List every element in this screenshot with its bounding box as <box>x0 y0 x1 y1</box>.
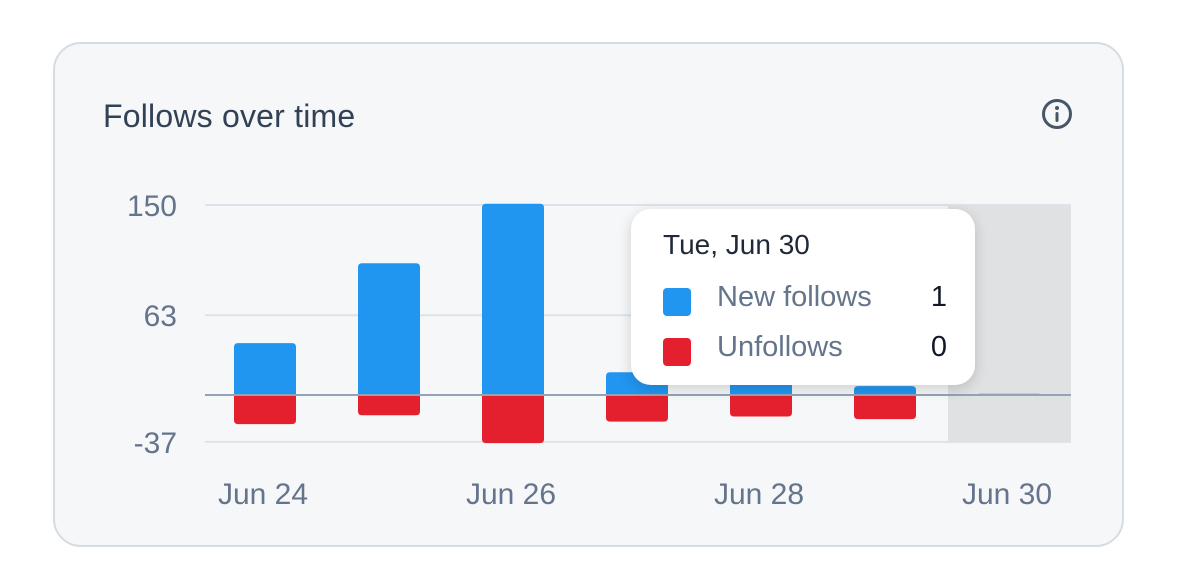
y-tick-label: -37 <box>134 427 177 460</box>
unfollows-bar <box>854 395 916 420</box>
tooltip-row-new-follows: New follows 1 <box>663 281 947 321</box>
info-icon[interactable] <box>1041 98 1073 130</box>
unfollows-bar <box>234 395 296 425</box>
x-tick-label: Jun 26 <box>466 478 556 511</box>
unfollows-swatch <box>663 338 691 366</box>
x-tick-label: Jun 24 <box>218 478 308 511</box>
tooltip-value: 0 <box>930 331 947 363</box>
tooltip-date: Tue, Jun 30 <box>663 229 810 260</box>
x-tick-label: Jun 30 <box>962 478 1052 511</box>
y-tick-label: 150 <box>127 190 177 223</box>
y-tick-label: 63 <box>144 300 177 333</box>
new-follows-swatch <box>663 288 691 316</box>
x-tick-label: Jun 28 <box>714 478 804 511</box>
tooltip-label: New follows <box>717 281 872 313</box>
new-follows-bar <box>482 203 544 395</box>
unfollows-bar <box>358 395 420 416</box>
tooltip-value: 1 <box>930 281 947 313</box>
new-follows-bar <box>854 386 916 395</box>
unfollows-bar <box>730 395 792 417</box>
unfollows-bar <box>606 395 668 422</box>
card-title: Follows over time <box>103 98 356 134</box>
new-follows-bar <box>358 263 420 395</box>
chart-tooltip: Tue, Jun 30 New follows 1 Unfollows 0 <box>631 209 975 385</box>
unfollows-bar <box>482 395 544 444</box>
tooltip-label: Unfollows <box>717 331 843 363</box>
new-follows-bar <box>234 343 296 395</box>
tooltip-row-unfollows: Unfollows 0 <box>663 331 947 371</box>
